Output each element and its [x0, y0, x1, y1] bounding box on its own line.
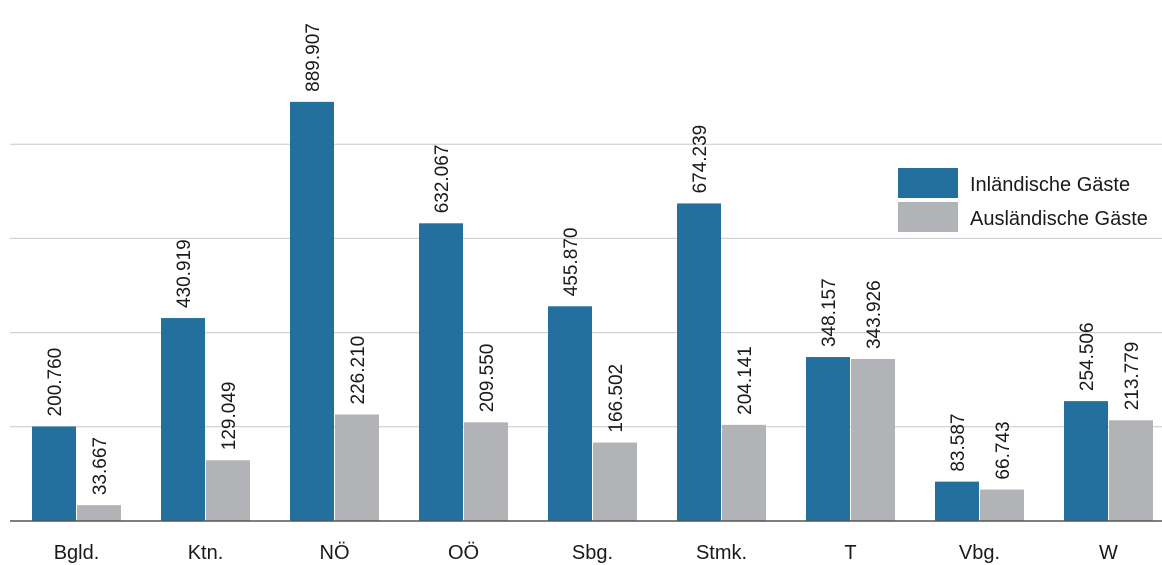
value-label-inland-6: 348.157: [819, 278, 840, 347]
legend: Inländische Gäste Ausländische Gäste: [898, 168, 1148, 232]
value-label-inland-2: 889.907: [303, 23, 324, 92]
category-label-8: W: [1099, 542, 1118, 564]
category-label-6: T: [844, 542, 856, 564]
legend-swatch-inland: [898, 168, 958, 198]
value-label-ausland-8: 213.779: [1122, 342, 1143, 411]
bar-ausland-1: [206, 460, 250, 521]
value-label-inland-5: 674.239: [690, 125, 711, 194]
bar-ausland-6: [851, 359, 895, 521]
value-label-inland-7: 83.587: [948, 414, 969, 472]
category-label-3: OÖ: [448, 542, 479, 564]
bars: [32, 101, 1153, 522]
value-label-inland-3: 632.067: [432, 145, 453, 214]
bar-inland-8: [1064, 401, 1108, 521]
value-label-ausland-4: 166.502: [606, 364, 627, 433]
bar-inland-0: [32, 426, 76, 521]
value-label-inland-0: 200.760: [45, 348, 66, 417]
value-label-ausland-5: 204.141: [735, 346, 756, 415]
bar-ausland-0: [77, 505, 121, 521]
bar-ausland-4: [593, 442, 637, 521]
value-label-ausland-7: 66.743: [993, 421, 1014, 479]
value-label-inland-4: 455.870: [561, 228, 582, 297]
bar-ausland-8: [1109, 420, 1153, 521]
bar-inland-1: [161, 318, 205, 521]
bar-ausland-3: [464, 422, 508, 521]
value-label-ausland-3: 209.550: [477, 344, 498, 413]
bar-ausland-5: [722, 424, 766, 521]
bar-ausland-2: [335, 414, 379, 521]
bar-inland-4: [548, 306, 592, 521]
category-label-1: Ktn.: [188, 542, 224, 564]
bar-inland-3: [419, 223, 463, 521]
value-label-ausland-6: 343.926: [864, 280, 885, 349]
value-label-inland-1: 430.919: [174, 239, 195, 308]
legend-swatch-ausland: [898, 202, 958, 232]
category-label-0: Bgld.: [54, 542, 100, 564]
value-labels: 200.760 33.667 430.919 129.049 889.907 226.21…: [45, 23, 1143, 495]
bar-inland-7: [935, 481, 979, 521]
category-labels: Bgld. Ktn. NÖ OÖ Sbg. Stmk. T Vbg. W: [54, 542, 1118, 564]
category-label-5: Stmk.: [696, 542, 747, 564]
category-label-2: NÖ: [320, 542, 350, 564]
value-label-ausland-0: 33.667: [90, 437, 111, 495]
category-label-4: Sbg.: [572, 542, 613, 564]
value-label-ausland-1: 129.049: [219, 382, 240, 451]
value-label-ausland-2: 226.210: [348, 336, 369, 405]
bar-inland-6: [806, 357, 850, 521]
bar-ausland-7: [980, 489, 1024, 521]
value-label-inland-8: 254.506: [1077, 322, 1098, 391]
category-label-7: Vbg.: [959, 542, 1000, 564]
bar-inland-2: [290, 101, 334, 521]
bar-inland-5: [677, 203, 721, 522]
legend-label-inland: Inländische Gäste: [970, 174, 1130, 196]
legend-label-ausland: Ausländische Gäste: [970, 208, 1148, 230]
